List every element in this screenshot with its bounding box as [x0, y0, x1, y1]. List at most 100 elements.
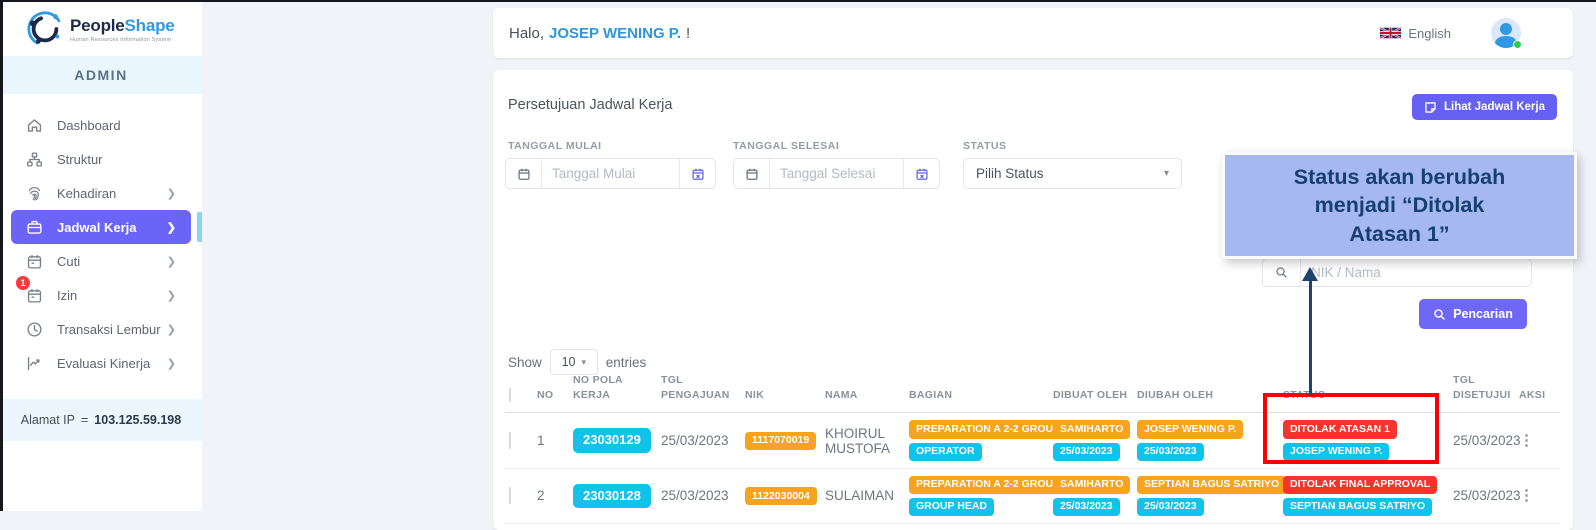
- annotation-arrow-line: [1309, 280, 1312, 395]
- dibuat-oleh-date-badge: 25/03/2023: [1053, 497, 1120, 516]
- cell-tgl-disetujui: 25/03/2023: [1449, 412, 1521, 469]
- screen-edge-top: [0, 0, 1596, 2]
- cell-tgl-disetujui: 25/03/2023: [1449, 468, 1521, 524]
- ip-value: 103.125.59.198: [94, 413, 182, 427]
- col-no: NO: [533, 373, 569, 414]
- pencarian-button[interactable]: Pencarian: [1419, 299, 1527, 329]
- chevron-right-icon: ❯: [166, 323, 176, 336]
- cell-no: 1: [533, 412, 569, 469]
- home-icon: [26, 117, 43, 134]
- nik-badge: 1122030004: [745, 487, 817, 506]
- calendar-icon: [26, 287, 43, 304]
- user-avatar[interactable]: [1491, 18, 1522, 49]
- nik-badge: 1117070019: [745, 431, 817, 450]
- status-label: STATUS: [963, 140, 1007, 152]
- col-nama[interactable]: NAMA: [821, 373, 905, 414]
- status-badge: DITOLAK FINAL APPROVAL: [1283, 475, 1438, 494]
- sidebar-item-dashboard[interactable]: Dashboard: [0, 108, 202, 142]
- bagian-role-badge: GROUP HEAD: [909, 497, 994, 516]
- sidebar-item-cuti[interactable]: Cuti ❯: [0, 244, 202, 278]
- sidebar-item-kehadiran[interactable]: Kehadiran ❯: [0, 176, 202, 210]
- greeting: Halo, JOSEP WENING P. !: [509, 24, 691, 42]
- dibuat-oleh-name-badge: SAMIHARTO: [1053, 420, 1131, 439]
- app-logo[interactable]: PeopleShape Human Resources Information …: [0, 0, 202, 56]
- row-checkbox[interactable]: [509, 487, 511, 505]
- role-label: ADMIN: [0, 56, 202, 94]
- bagian-group-badge: PREPARATION A 2-2 GROUP: [909, 420, 1068, 439]
- dibuat-oleh-name-badge: SAMIHARTO: [1053, 475, 1131, 494]
- col-diubah-oleh[interactable]: DIUBAH OLEH: [1133, 373, 1279, 414]
- calendar-icon[interactable]: [506, 159, 542, 188]
- col-tgl-pengajuan[interactable]: TGL PENGAJUAN: [657, 373, 741, 414]
- sidebar-item-izin[interactable]: 1 Izin ❯: [0, 276, 202, 312]
- col-dibuat-oleh[interactable]: DIBUAT OLEH: [1049, 373, 1133, 414]
- calendar-clear-icon[interactable]: [903, 159, 939, 188]
- tanggal-selesai-field: [733, 158, 940, 189]
- calendar-clear-icon[interactable]: [679, 159, 715, 188]
- bagian-role-badge: OPERATOR: [909, 442, 982, 461]
- note-icon: [1424, 101, 1437, 114]
- sidebar-item-label: Transaksi Lembur: [57, 321, 161, 337]
- row-actions-kebab-icon[interactable]: ⋮: [1519, 487, 1534, 505]
- status-highlight-box: [1263, 393, 1439, 464]
- col-nik[interactable]: NIK: [741, 373, 821, 414]
- org-chart-icon: [26, 151, 43, 168]
- diubah-oleh-name-badge: JOSEP WENING P.: [1137, 420, 1244, 439]
- cell-tgl-pengajuan: 25/03/2023: [657, 412, 741, 469]
- tanggal-selesai-input[interactable]: [770, 166, 903, 181]
- col-bagian[interactable]: BAGIAN: [905, 373, 1049, 414]
- chevron-right-icon: ❯: [166, 221, 176, 234]
- sidebar-item-label: Dashboard: [57, 117, 121, 133]
- status-by-badge: SEPTIAN BAGUS SATRIYO: [1283, 497, 1433, 516]
- row-actions-kebab-icon[interactable]: ⋮: [1519, 432, 1534, 450]
- sidebar-item-struktur[interactable]: Struktur: [0, 142, 202, 176]
- select-all-checkbox[interactable]: [509, 388, 511, 403]
- top-header-bar: Halo, JOSEP WENING P. ! English: [493, 8, 1573, 58]
- chevron-down-icon: ▾: [581, 356, 586, 367]
- no-pola-kerja-badge: 23030128: [573, 483, 651, 508]
- sidebar-item-transaksi-lembur[interactable]: Transaksi Lembur ❯: [0, 312, 202, 346]
- language-label: English: [1408, 25, 1451, 41]
- sidebar-item-label: Cuti: [57, 253, 81, 269]
- tanggal-selesai-label: TANGGAL SELESAI: [733, 140, 840, 152]
- chevron-right-icon: ❯: [166, 289, 176, 302]
- search-icon: [1263, 259, 1301, 286]
- chevron-right-icon: ❯: [166, 357, 176, 370]
- cell-tgl-pengajuan: 25/03/2023: [657, 468, 741, 524]
- nik-nama-input[interactable]: [1301, 265, 1531, 280]
- status-by-badge: JOSEP WENING P.: [1283, 442, 1390, 461]
- lihat-jadwal-kerja-button[interactable]: Lihat Jadwal Kerja: [1412, 94, 1557, 120]
- ip-address: Alamat IP = 103.125.59.198: [0, 399, 202, 441]
- row-checkbox[interactable]: [509, 432, 511, 450]
- status-select[interactable]: Pilih Status ▾: [963, 158, 1182, 189]
- sidebar-item-label: Struktur: [57, 151, 103, 167]
- no-pola-kerja-badge: 23030129: [573, 428, 651, 453]
- briefcase-icon: [26, 219, 43, 236]
- annotation-arrow-head: [1302, 267, 1318, 281]
- calendar-icon[interactable]: [734, 159, 770, 188]
- active-indicator: [197, 212, 202, 242]
- sidebar-item-jadwal-kerja[interactable]: Jadwal Kerja ❯: [11, 210, 202, 244]
- sidebar-item-label: Evaluasi Kinerja: [57, 355, 151, 371]
- tanggal-mulai-input[interactable]: [542, 166, 679, 181]
- table-header-row: NO NO POLA KERJA TGL PENGAJUAN NIK NAMA …: [505, 373, 1560, 414]
- language-selector[interactable]: English: [1380, 8, 1451, 58]
- logo-title: PeopleShape: [70, 15, 175, 35]
- sidebar-item-evaluasi-kinerja[interactable]: Evaluasi Kinerja ❯: [0, 346, 202, 380]
- status-badge: DITOLAK ATASAN 1: [1283, 420, 1397, 439]
- uk-flag-icon: [1380, 26, 1402, 40]
- cell-nama: KHOIRUL MUSTOFA: [821, 412, 905, 469]
- page-size-select[interactable]: 10 ▾: [549, 349, 598, 375]
- chevron-right-icon: ❯: [166, 187, 176, 200]
- col-no-pola-kerja[interactable]: NO POLA KERJA: [569, 373, 657, 414]
- search-icon: [1433, 308, 1446, 321]
- sidebar-item-label: Kehadiran: [57, 185, 117, 201]
- logo-tagline: Human Resources Information System: [70, 36, 172, 43]
- col-tgl-disetujui[interactable]: TGL DISETUJUI: [1449, 373, 1515, 414]
- content-card: Persetujuan Jadwal Kerja Lihat Jadwal Ke…: [493, 70, 1573, 530]
- diubah-oleh-name-badge: SEPTIAN BAGUS SATRIYO: [1137, 475, 1287, 494]
- calendar-icon: [26, 253, 43, 270]
- tanggal-mulai-label: TANGGAL MULAI: [508, 140, 602, 152]
- sidebar-item-label: Izin: [57, 287, 78, 303]
- cell-nama: SULAIMAN: [821, 468, 905, 524]
